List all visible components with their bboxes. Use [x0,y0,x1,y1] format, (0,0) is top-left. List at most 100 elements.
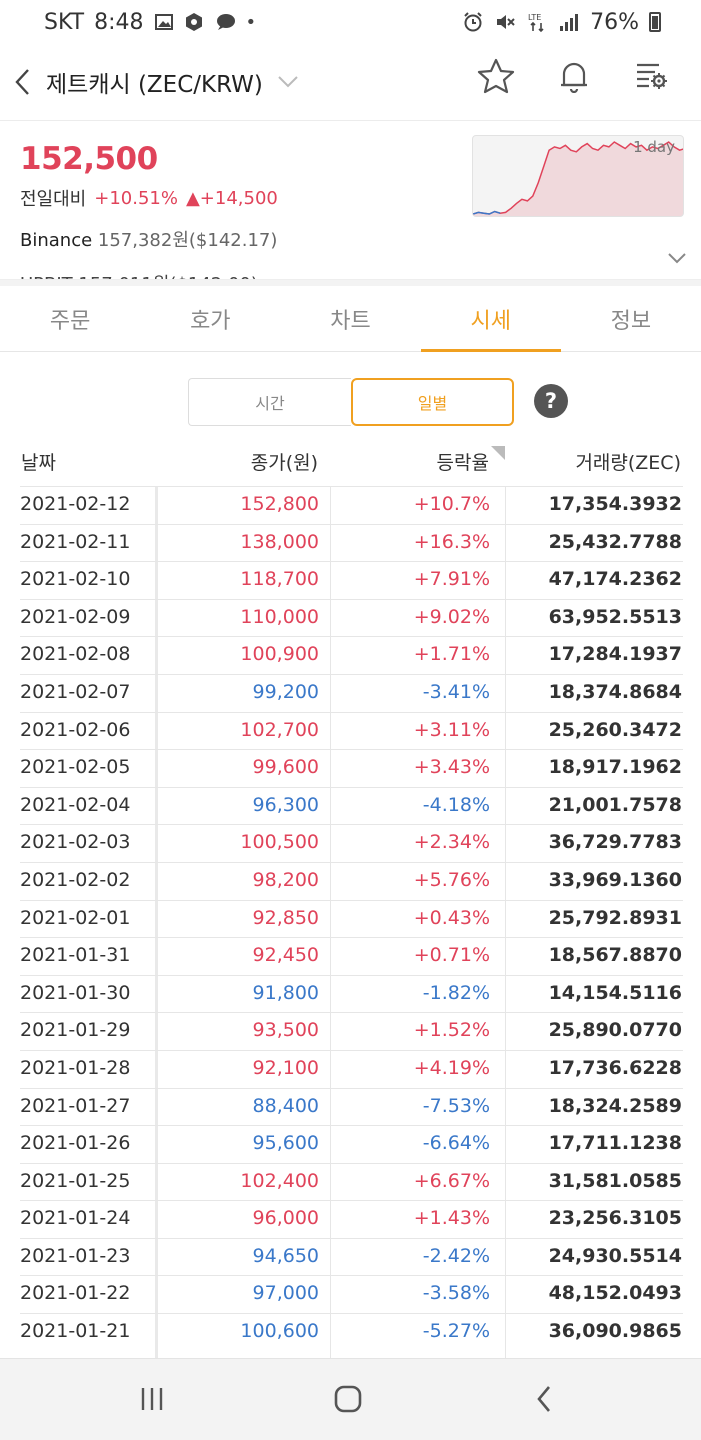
change-amount: ▲+14,500 [185,187,278,209]
cell-date: 2021-01-25 [20,1169,131,1192]
cell-volume: 17,736.6228 [548,1056,682,1079]
table-row: 2021-01-25 102,400 +6.67% 31,581.0585 [20,1162,683,1201]
back-arrow-icon [537,1386,550,1412]
table-row: 2021-01-27 88,400 -7.53% 18,324.2589 [20,1087,683,1126]
recent-apps-button[interactable] [122,1377,182,1421]
cell-change-rate: -1.82% [422,981,490,1004]
cell-change-rate: -4.18% [422,793,490,816]
battery-icon [649,12,661,32]
exchange-ticker[interactable]: Binance 157,382원($142.17) UPBIT 157,011원… [0,228,701,280]
cell-change-rate: +4.19% [413,1056,490,1079]
cell-volume: 14,154.5116 [548,981,682,1004]
help-button[interactable]: ? [534,384,568,418]
cell-close-price: 100,500 [240,831,319,854]
alert-button[interactable] [555,56,593,96]
signal-icon [560,14,579,31]
cell-date: 2021-02-05 [20,756,131,779]
cell-close-price: 99,200 [252,680,319,703]
cell-close-price: 96,000 [252,1207,319,1230]
exchange-value: 157,382원($142.17) [97,230,278,251]
cell-change-rate: -7.53% [422,1094,490,1117]
change-label: 전일대비 [20,189,87,210]
cell-close-price: 102,400 [240,1169,319,1192]
cell-close-price: 138,000 [240,530,319,553]
carrier-label: SKT [44,9,85,35]
table-header: 날짜 종가(원) 등락율 거래량(ZEC) [0,440,701,484]
tab-orderbook[interactable]: 호가 [190,308,231,334]
cell-volume: 17,284.1937 [548,643,682,666]
table-row: 2021-01-24 96,000 +1.43% 23,256.3105 [20,1200,683,1238]
mini-chart-low-segment [473,210,501,215]
cell-close-price: 99,600 [252,756,319,779]
svg-text:LTE: LTE [528,13,541,22]
cell-close-price: 88,400 [252,1094,319,1117]
cell-close-price: 94,650 [252,1244,319,1267]
mini-price-chart[interactable]: 1 day [472,135,684,217]
cell-date: 2021-02-07 [20,680,131,703]
expand-chevron-icon[interactable] [665,246,689,270]
exchange-line: Binance 157,382원($142.17) [20,228,277,252]
cell-volume: 23,256.3105 [548,1207,682,1230]
daily-button[interactable]: 일별 [351,378,514,426]
settings-button[interactable] [633,56,671,96]
cell-change-rate: -6.64% [422,1132,490,1155]
cell-volume: 18,917.1962 [548,756,682,779]
cell-volume: 48,152.0493 [548,1282,682,1305]
table-row: 2021-01-28 92,100 +4.19% 17,736.6228 [20,1049,683,1088]
hourly-button[interactable]: 시간 [188,378,351,426]
daily-price-table: 2021-02-12 152,800 +10.7% 17,354.3932 2021-0… [20,486,683,1351]
table-row: 2021-01-29 93,500 +1.52% 25,890.0770 [20,1012,683,1050]
cell-volume: 18,374.8684 [548,680,682,703]
cell-close-price: 92,100 [252,1056,319,1079]
cell-close-price: 92,850 [252,906,319,929]
tab-chart[interactable]: 차트 [330,308,371,334]
header-change[interactable]: 등락율 [436,452,489,474]
cell-change-rate: +6.67% [413,1169,490,1192]
table-row: 2021-02-06 102,700 +3.11% 25,260.3472 [20,711,683,750]
table-row: 2021-01-23 94,650 -2.42% 24,930.5514 [20,1237,683,1276]
cell-volume: 25,432.7788 [548,530,682,553]
table-row: 2021-01-21 100,600 -5.27% 36,090.9865 [20,1313,683,1351]
battery-percent: 76% [590,9,639,35]
lte-icon: LTE [528,13,544,33]
cell-change-rate: +10.7% [413,493,490,515]
cell-change-rate: +3.43% [413,756,490,779]
cell-change-rate: +1.43% [413,1207,490,1230]
cell-date: 2021-01-22 [20,1282,131,1305]
cell-volume: 63,952.5513 [548,605,682,628]
cell-volume: 18,324.2589 [548,1094,682,1117]
header-actions [477,56,671,96]
table-row: 2021-02-04 96,300 -4.18% 21,001.7578 [20,786,683,825]
header-volume: 거래량(ZEC) [575,452,681,474]
status-bar: SKT 8:48 • LTE 76% [0,0,701,44]
more-notifications-icon: • [245,11,257,33]
mini-chart-plot [473,141,683,216]
system-back-button[interactable] [514,1377,574,1421]
tab-bar: 주문 호가 차트 시세 정보 [0,286,701,352]
cell-date: 2021-02-11 [20,530,131,553]
change-row: 전일대비 +10.51% ▲+14,500 [20,185,278,211]
current-price: 152,500 [20,141,158,177]
cell-close-price: 118,700 [240,568,319,591]
back-button[interactable] [0,52,46,112]
table-row: 2021-01-31 92,450 +0.71% 18,567.8870 [20,937,683,975]
cell-change-rate: +9.02% [413,605,490,628]
cell-close-price: 92,450 [252,944,319,967]
cell-close-price: 110,000 [240,605,319,628]
mute-icon [497,15,515,29]
table-row: 2021-02-10 118,700 +7.91% 47,174.2362 [20,561,683,599]
period-toggle-area: 시간 일별 ? [0,352,701,438]
mini-chart-label: 1 day [633,138,675,156]
tab-info[interactable]: 정보 [610,308,652,334]
coin-selector[interactable]: 제트캐시 (ZEC/KRW) [46,65,299,99]
table-row: 2021-02-03 100,500 +2.34% 36,729.7783 [20,824,683,862]
table-row: 2021-01-30 91,800 -1.82% 14,154.5116 [20,974,683,1013]
home-button[interactable] [318,1377,378,1421]
chat-notification-icon [216,14,235,30]
cell-date: 2021-01-23 [20,1244,131,1267]
column-divider [155,486,158,1358]
cell-change-rate: +2.34% [413,831,490,854]
favorite-button[interactable] [477,56,515,96]
tab-order[interactable]: 주문 [49,308,91,334]
tab-market-price[interactable]: 시세 [420,286,562,352]
